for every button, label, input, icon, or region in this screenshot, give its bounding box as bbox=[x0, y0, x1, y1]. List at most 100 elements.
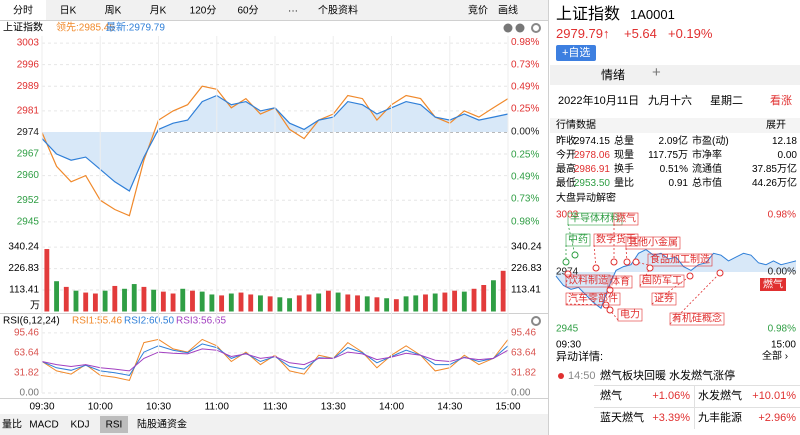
detail-all[interactable]: 全部 › bbox=[762, 351, 789, 362]
stock-change: +3.39% bbox=[652, 412, 690, 424]
sector-tag[interactable]: 证券 bbox=[654, 292, 674, 305]
sector-tag[interactable]: 中药 bbox=[568, 233, 588, 246]
top-tab[interactable]: 周K bbox=[105, 5, 122, 17]
volume-bar bbox=[355, 295, 360, 312]
quote-label: 今开 bbox=[556, 150, 576, 161]
highlight-box bbox=[760, 278, 786, 291]
y-tick-label: 0.00 bbox=[20, 388, 40, 399]
y2-tick-label: 0.73% bbox=[511, 194, 539, 205]
quote-label: 最高 bbox=[556, 164, 576, 175]
event-dot bbox=[646, 264, 654, 272]
tab[interactable]: 情绪 bbox=[600, 68, 625, 82]
sector-tag[interactable]: 汽车零部件 bbox=[568, 292, 618, 305]
volume-bar bbox=[190, 290, 195, 312]
tag-box bbox=[567, 212, 623, 226]
bottom-tab-bar bbox=[0, 414, 548, 435]
y2-tick-label: 0.98% bbox=[511, 216, 539, 227]
volume-bar bbox=[199, 291, 205, 312]
tag-box bbox=[613, 212, 639, 226]
stock-name[interactable]: 蓝天燃气 bbox=[600, 412, 644, 424]
top-tab[interactable]: 月K bbox=[150, 5, 167, 17]
tool-tab[interactable]: 竞价 bbox=[468, 4, 488, 17]
volume-bar bbox=[403, 296, 409, 312]
top-tab[interactable]: 分时 bbox=[13, 5, 33, 17]
zoom-icon[interactable] bbox=[515, 23, 525, 33]
event-dot bbox=[558, 373, 564, 379]
y-tick-label: 2945 bbox=[556, 324, 579, 335]
bottom-tab[interactable]: MACD bbox=[29, 420, 58, 431]
watch-button[interactable]: +自选 bbox=[556, 45, 597, 61]
x-tick-label: 10:30 bbox=[146, 402, 171, 413]
tag-box bbox=[625, 236, 681, 250]
quote-label: 总市值 bbox=[692, 178, 722, 189]
y-tick-label: 2989 bbox=[17, 81, 40, 92]
zoom-icon[interactable] bbox=[503, 23, 513, 33]
settings-icon[interactable] bbox=[531, 316, 541, 326]
event-time: 14:50 bbox=[568, 370, 596, 382]
sector-tag[interactable]: 食品加工制造 bbox=[650, 253, 710, 266]
top-tab[interactable]: ··· bbox=[288, 6, 298, 17]
sector-tag[interactable]: 燃气 bbox=[616, 212, 636, 225]
quote-label: 换手 bbox=[614, 164, 634, 175]
quote-value: 44.26万亿 bbox=[751, 178, 797, 189]
top-tab[interactable]: 个股资料 bbox=[318, 4, 358, 17]
section-bar bbox=[550, 118, 800, 133]
stock-name[interactable]: 九丰能源 bbox=[698, 412, 742, 424]
date: 2022年10月11日 bbox=[558, 95, 640, 107]
volume-bar bbox=[277, 297, 283, 312]
volume-bar bbox=[131, 284, 137, 312]
tag-box bbox=[565, 274, 611, 288]
legend-entry: 领先:2985.45 bbox=[56, 21, 115, 34]
top-tab[interactable]: 60分 bbox=[237, 5, 258, 17]
tool-tab[interactable]: 画线 bbox=[498, 4, 518, 17]
volume-bar bbox=[160, 291, 166, 312]
top-tab[interactable]: 120分 bbox=[190, 5, 217, 17]
settings-icon[interactable] bbox=[531, 23, 541, 33]
tag-box bbox=[647, 253, 713, 267]
moves-chart: 3003297429450.98%0.00%0.98%09:3015:00半导体… bbox=[555, 210, 796, 351]
volume-bar bbox=[180, 288, 186, 312]
quote-label: 流通值 bbox=[692, 164, 722, 175]
sector-tag[interactable]: 体育 bbox=[610, 275, 630, 288]
chart-title: RSI(6,12,24) bbox=[3, 316, 60, 327]
connector bbox=[567, 223, 576, 256]
y2-tick-label: 0.25% bbox=[511, 150, 539, 161]
sector-tag[interactable]: 国防军工 bbox=[642, 274, 682, 287]
volume-bar bbox=[413, 295, 419, 312]
stock-name[interactable]: 水发燃气 bbox=[698, 390, 742, 402]
event-dot bbox=[571, 251, 579, 259]
price: 2979.79↑ bbox=[556, 26, 610, 41]
y-tick-label: 63.64 bbox=[14, 348, 39, 359]
volume-bar bbox=[141, 286, 147, 312]
bottom-tab[interactable]: RSI bbox=[106, 420, 123, 431]
expand[interactable]: 展开 bbox=[766, 120, 786, 131]
sector-tag[interactable]: 其他小金属 bbox=[628, 236, 678, 249]
quote-value: 117.75万 bbox=[648, 150, 688, 161]
volume-bar bbox=[345, 294, 351, 312]
active-tab bbox=[0, 0, 46, 20]
bottom-tab[interactable]: 陆股通资金 bbox=[137, 418, 187, 431]
volume-bar bbox=[491, 280, 496, 312]
sector-tag[interactable]: 有机硅概念 bbox=[672, 312, 722, 325]
quote-value: 2986.91 bbox=[573, 164, 610, 175]
x-tick-label: 10:00 bbox=[88, 402, 113, 413]
top-tab[interactable]: 日K bbox=[60, 6, 77, 17]
bottom-tab[interactable]: KDJ bbox=[71, 420, 90, 431]
y2-tick-label: 95.46 bbox=[511, 328, 536, 339]
volume-bar bbox=[209, 294, 215, 312]
tab-bar bbox=[550, 65, 800, 85]
sector-tag[interactable]: 饮料制造 bbox=[568, 274, 608, 287]
bottom-tab[interactable]: 量比 bbox=[2, 419, 22, 431]
quote-value: 0.00 bbox=[777, 150, 797, 161]
stock-change: +10.01% bbox=[752, 390, 796, 402]
tab-add[interactable]: + bbox=[652, 64, 661, 81]
sector-tag[interactable]: 半导体材料 bbox=[570, 212, 620, 225]
volume-bar bbox=[228, 293, 234, 312]
legend-entry: RSI3:56.65 bbox=[176, 316, 226, 327]
change: +5.64 bbox=[624, 26, 657, 41]
volume-bar bbox=[63, 286, 69, 312]
stock-name[interactable]: 燃气 bbox=[600, 390, 622, 402]
sector-tag[interactable]: 电力 bbox=[620, 308, 640, 321]
